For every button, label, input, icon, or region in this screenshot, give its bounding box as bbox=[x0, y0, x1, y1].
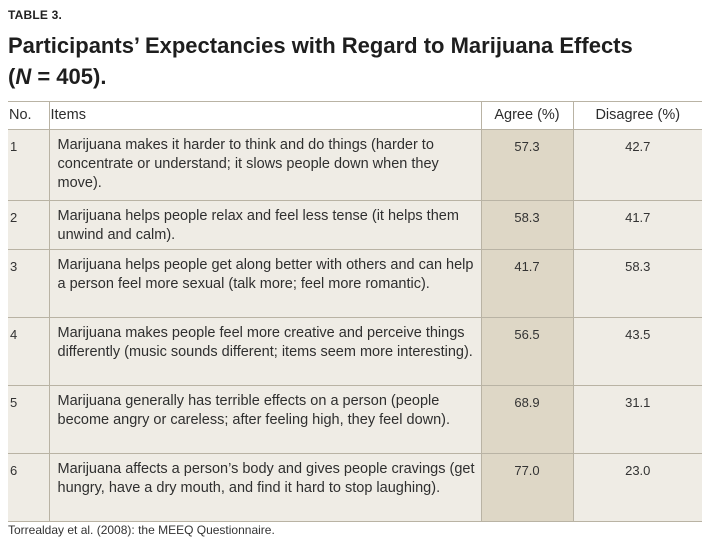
header-agree: Agree (%) bbox=[480, 101, 574, 130]
row-number: 4 bbox=[8, 317, 49, 386]
row-number: 5 bbox=[8, 385, 49, 454]
row-disagree: 43.5 bbox=[573, 317, 702, 386]
row-agree: 41.7 bbox=[480, 249, 574, 318]
row-number: 6 bbox=[8, 453, 49, 522]
table-row: 1 Marijuana makes it harder to think and… bbox=[8, 129, 702, 201]
table-row: 6 Marijuana affects a person’s body and … bbox=[8, 453, 702, 522]
row-item: Marijuana makes it harder to think and d… bbox=[48, 129, 481, 201]
row-agree: 68.9 bbox=[480, 385, 574, 454]
header-items: Items bbox=[48, 101, 481, 130]
title-n-value: = 405). bbox=[31, 64, 107, 89]
header-no: No. bbox=[8, 101, 49, 130]
title-n-symbol: N bbox=[15, 64, 32, 89]
table-label: TABLE 3. bbox=[8, 8, 63, 22]
table-row: 2 Marijuana helps people relax and feel … bbox=[8, 200, 702, 250]
row-agree: 57.3 bbox=[480, 129, 574, 201]
row-agree: 56.5 bbox=[480, 317, 574, 386]
table-footnote: Torrealday et al. (2008): the MEEQ Quest… bbox=[8, 523, 275, 537]
row-disagree: 41.7 bbox=[573, 200, 702, 250]
row-item: Marijuana generally has terrible effects… bbox=[48, 385, 481, 454]
table-row: 5 Marijuana generally has terrible effec… bbox=[8, 385, 702, 454]
row-disagree: 58.3 bbox=[573, 249, 702, 318]
title-main: Participants’ Expectancies with Regard t… bbox=[8, 33, 633, 58]
expectancies-table: No. Items Agree (%) Disagree (%) 1 Marij… bbox=[8, 101, 702, 522]
table-header-row: No. Items Agree (%) Disagree (%) bbox=[8, 101, 702, 130]
table-title: Participants’ Expectancies with Regard t… bbox=[8, 30, 698, 92]
row-disagree: 23.0 bbox=[573, 453, 702, 522]
row-disagree: 31.1 bbox=[573, 385, 702, 454]
title-open-paren: ( bbox=[8, 64, 16, 89]
row-number: 1 bbox=[8, 129, 49, 201]
row-item: Marijuana helps people relax and feel le… bbox=[48, 200, 481, 250]
row-agree: 58.3 bbox=[480, 200, 574, 250]
row-item: Marijuana helps people get along better … bbox=[48, 249, 481, 318]
row-item: Marijuana makes people feel more creativ… bbox=[48, 317, 481, 386]
row-agree: 77.0 bbox=[480, 453, 574, 522]
row-item: Marijuana affects a person’s body and gi… bbox=[48, 453, 481, 522]
header-disagree: Disagree (%) bbox=[573, 101, 702, 130]
row-disagree: 42.7 bbox=[573, 129, 702, 201]
row-number: 3 bbox=[8, 249, 49, 318]
table-row: 3 Marijuana helps people get along bette… bbox=[8, 249, 702, 318]
row-number: 2 bbox=[8, 200, 49, 250]
table-row: 4 Marijuana makes people feel more creat… bbox=[8, 317, 702, 386]
